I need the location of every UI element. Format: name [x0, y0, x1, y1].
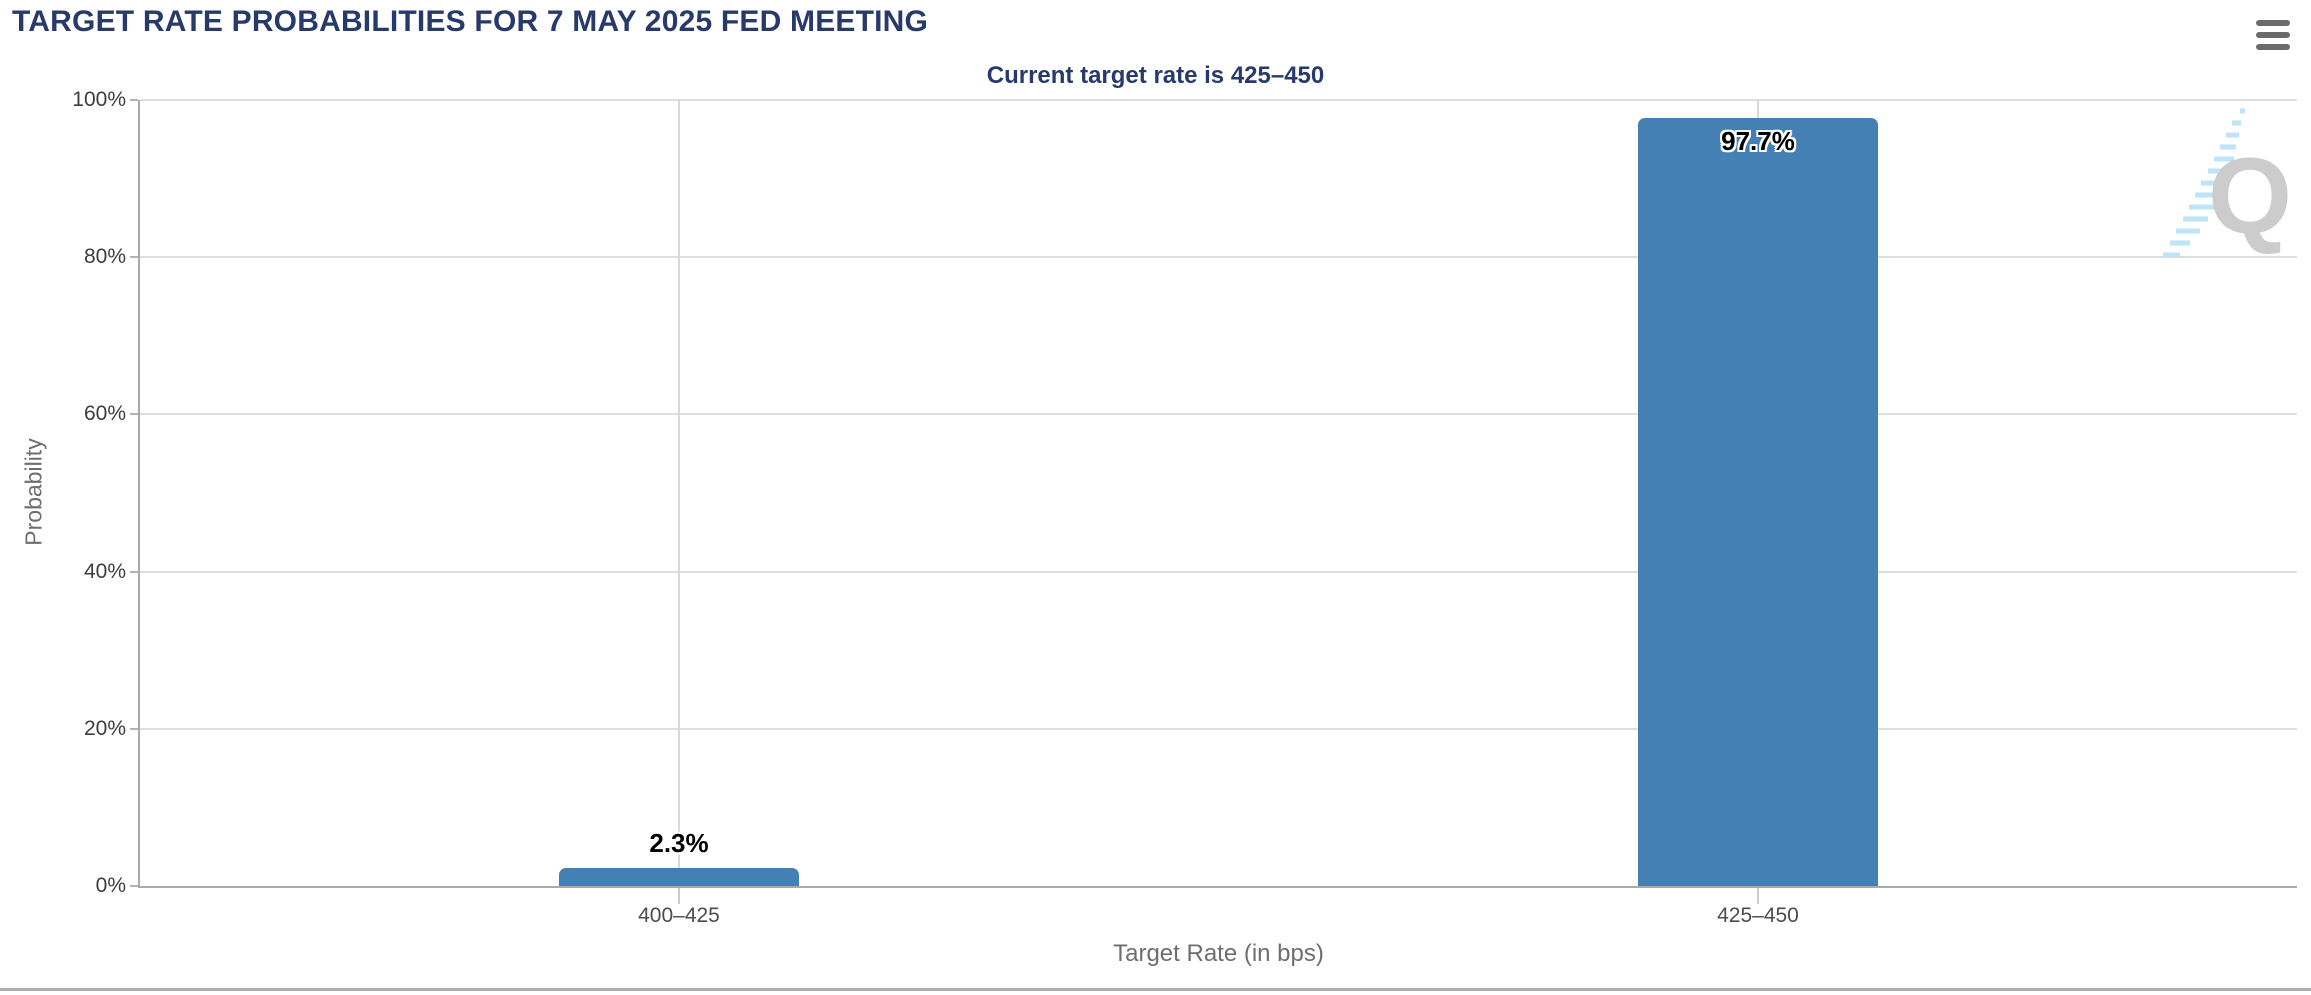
y-tick-mark: [130, 728, 138, 730]
x-axis-title: Target Rate (in bps): [1113, 940, 1324, 967]
category-gridline: [678, 100, 680, 886]
bar-value-label: 2.3%: [649, 828, 709, 858]
gridline-20%: [140, 728, 2297, 730]
gridline-100%: [140, 99, 2297, 101]
y-tick-label: 60%: [83, 402, 126, 425]
y-tick-label: 80%: [83, 245, 126, 268]
bar-400–425[interactable]: [559, 868, 799, 886]
x-axis-line: [138, 886, 2297, 888]
hamburger-menu-icon[interactable]: [2256, 19, 2290, 51]
y-tick-mark: [130, 256, 138, 258]
y-tick-label: 0%: [95, 874, 126, 897]
bottom-border: [0, 988, 2311, 991]
x-tick-mark: [678, 888, 680, 904]
page-title: TARGET RATE PROBABILITIES FOR 7 MAY 2025…: [12, 5, 929, 38]
y-axis-title: Probability: [20, 438, 47, 546]
y-tick-label: 20%: [83, 717, 126, 740]
gridline-80%: [140, 256, 2297, 258]
bar-425–450[interactable]: [1638, 118, 1878, 886]
x-category-label: 425–450: [1717, 904, 1799, 927]
y-tick-mark: [130, 885, 138, 887]
y-tick-mark: [130, 99, 138, 101]
y-tick-mark: [130, 571, 138, 573]
chart-subtitle: Current target rate is 425–450: [986, 62, 1325, 89]
menu-bar: [2256, 32, 2290, 38]
watermark-letter: Q: [2208, 135, 2292, 256]
gridline-60%: [140, 413, 2297, 415]
menu-bar: [2256, 44, 2290, 50]
y-tick-label: 100%: [72, 88, 126, 111]
x-tick-mark: [1757, 888, 1759, 904]
y-tick-mark: [130, 413, 138, 415]
x-category-label: 400–425: [638, 904, 720, 927]
quikstrike-watermark-icon: Q: [2163, 108, 2292, 258]
bar-value-label: 97.7%: [1721, 126, 1795, 156]
y-tick-label: 40%: [83, 560, 126, 583]
gridline-40%: [140, 571, 2297, 573]
menu-bar: [2256, 20, 2290, 26]
y-axis-line: [138, 100, 140, 888]
